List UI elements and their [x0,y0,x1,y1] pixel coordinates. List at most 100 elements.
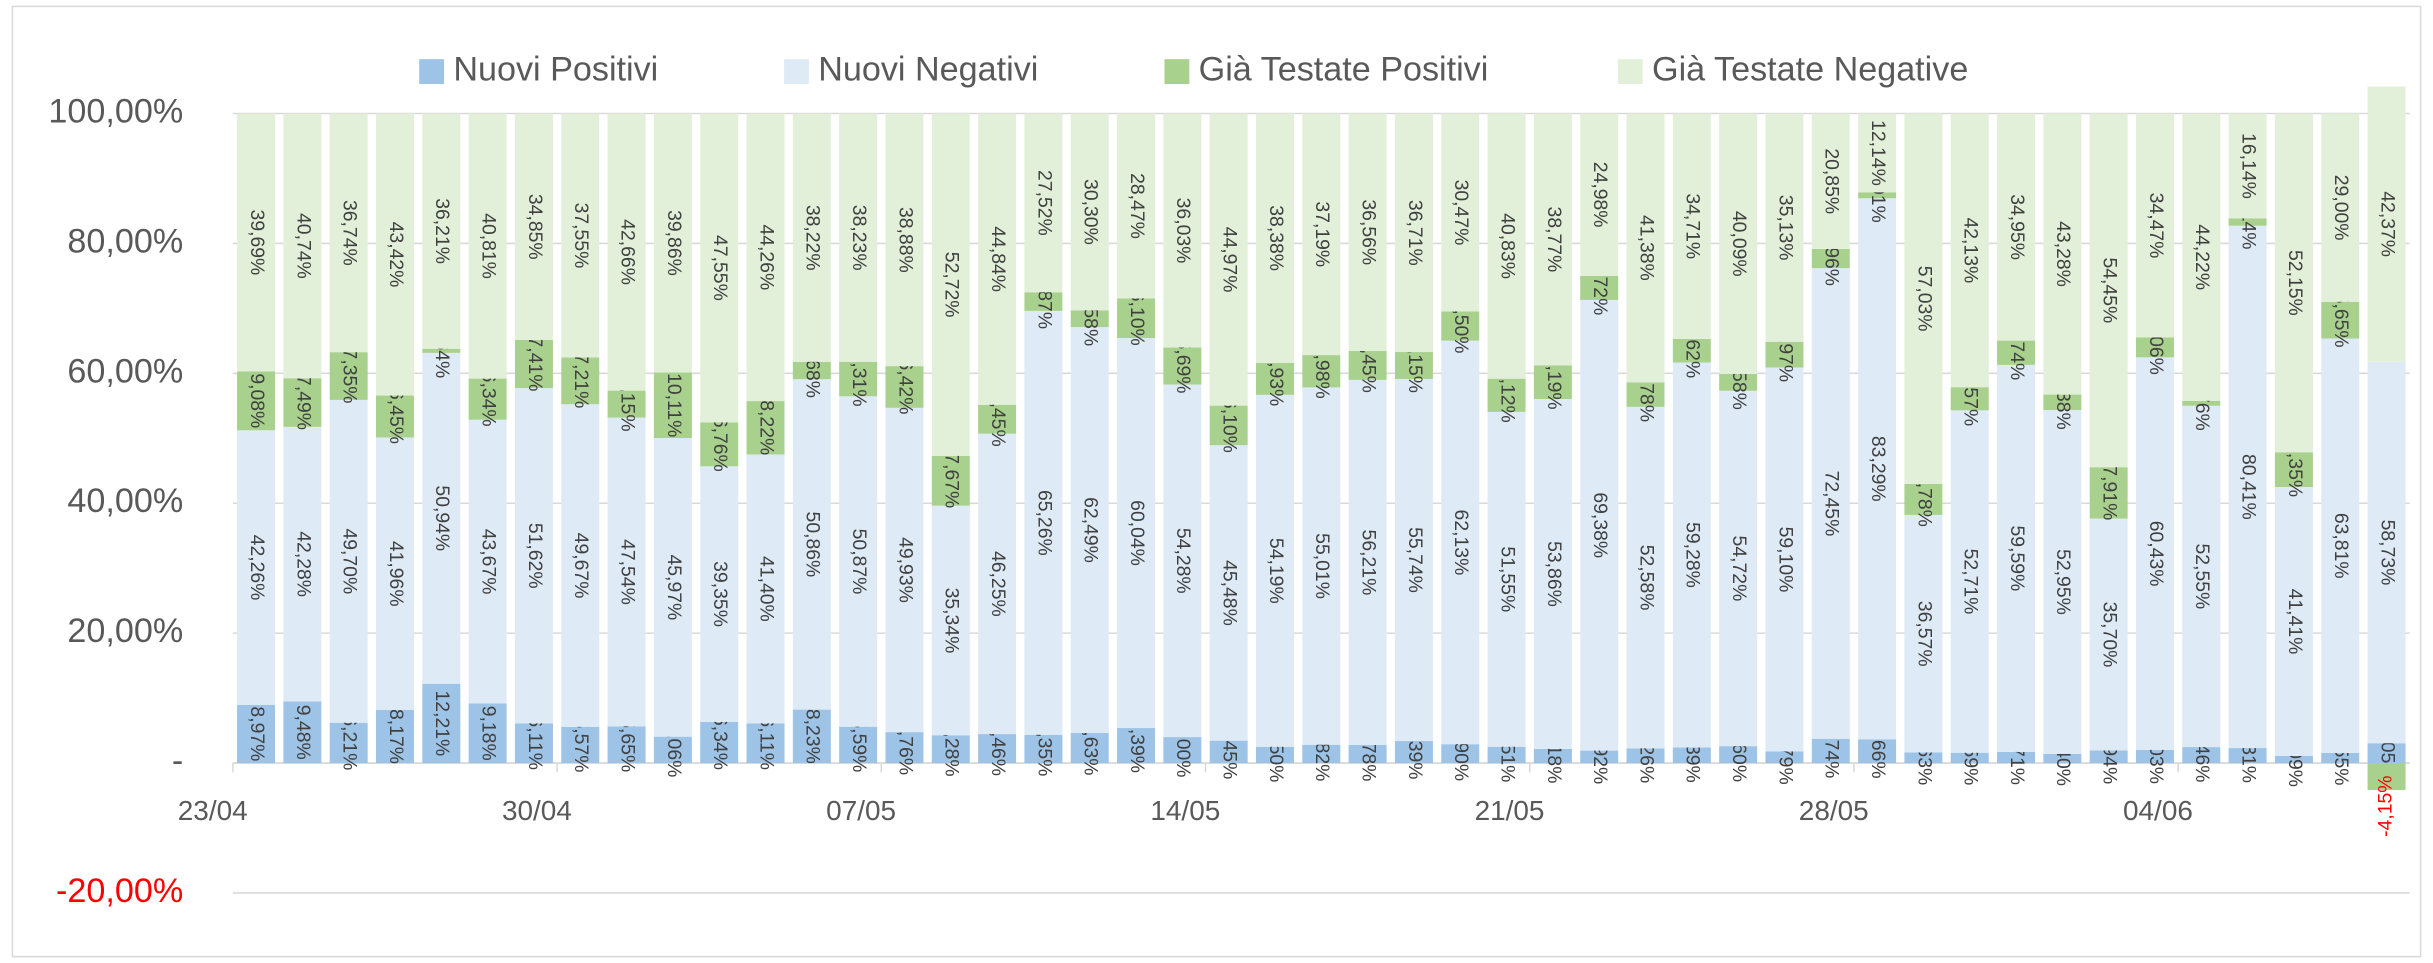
data-label: 43,42% [385,222,407,288]
data-label: 5,69% [1172,339,1194,394]
data-label: 56,21% [1357,530,1379,596]
bar-segment [1394,113,1433,353]
legend-swatch [784,59,809,85]
bar-segment [1394,352,1433,379]
bar-segment [1487,113,1526,379]
data-label: 5,31% [848,352,870,407]
data-label: 47,55% [709,235,731,301]
data-label: 8,23% [802,709,824,764]
x-tick-label: 04/06 [2123,795,2193,826]
bar-segment [329,722,368,764]
data-label: 5,65% [2330,293,2352,348]
data-label: 52,55% [2191,544,2213,610]
data-label: 4,35% [1033,721,1055,776]
data-label: 54,45% [2099,257,2121,323]
bar-segment [885,366,924,408]
data-label: 57,03% [1913,266,1935,332]
bar-segment [931,505,970,736]
data-label: 62,13% [1450,510,1472,576]
data-label: 12,14% [1867,120,1889,186]
bar-segment [931,735,970,764]
bar-segment [2228,113,2267,219]
bar-segment [1302,113,1341,356]
bar-segment [561,404,600,727]
data-label: 41,38% [1635,215,1657,281]
bar-segment [746,401,785,455]
data-label: 7,49% [292,375,314,430]
data-label: 53,86% [1543,541,1565,607]
legend-label: Già Testate Negative [1652,51,1968,89]
bar-segment [792,113,831,362]
bar-segment [2367,361,2406,744]
data-label: 72,45% [1821,471,1843,537]
data-label: 55,74% [1404,527,1426,593]
y-tick-label: 20,00% [67,612,183,650]
bar-segment [1487,411,1526,747]
bar-segment [1117,728,1156,764]
bar-segment [2274,452,2313,487]
bar-segment [1070,113,1109,311]
bar-segment [2274,755,2313,764]
data-label: 46,25% [987,551,1009,617]
data-label: 54,19% [1265,538,1287,604]
bar-segment [1209,740,1248,764]
bar-segment [283,113,322,379]
bar-segment [1765,341,1804,368]
bar-segment [2182,400,2221,406]
bar-segment [2228,218,2267,226]
bar-segment [422,352,461,684]
bar-segment [1626,748,1665,764]
data-label: 5,65% [616,717,638,772]
x-tick-label: 21/05 [1475,795,1545,826]
data-label: 44,22% [2191,224,2213,290]
bar-segment [1070,732,1109,764]
data-label: 34,47% [2145,193,2167,259]
bar-segment [1719,390,1758,747]
bar-segment [607,113,646,391]
data-label: 7,41% [524,337,546,392]
data-label: 47,54% [616,539,638,605]
bar-segment [931,455,970,506]
bar-segment [1302,744,1341,764]
data-label: 6,10% [1219,398,1241,453]
data-label: 12,21% [431,691,453,757]
data-label: 36,57% [1913,601,1935,667]
bar-segment [2089,750,2128,764]
bar-segment [1394,378,1433,742]
data-label: -4,15% [2375,775,2397,836]
bar-segment [1950,387,1989,411]
data-label: 6,76% [709,417,731,472]
data-label: 36,71% [1404,200,1426,266]
bar-segment [2089,467,2128,519]
legend-swatch [419,59,445,85]
data-label: 58,73% [2376,520,2398,586]
bar-segment [2182,747,2221,764]
bar-segment [607,726,646,764]
data-label: 41,96% [385,541,407,607]
bar-segment [2367,86,2406,362]
bar-segment [1487,746,1526,764]
bar-segment [2321,338,2360,753]
bar-segment [885,732,924,764]
bar-segment [931,113,970,456]
bar-segment [283,378,322,427]
bar-segment [1858,113,1897,193]
bar-segment [1811,738,1850,764]
bar-segment [1672,362,1711,748]
bar-segment [792,709,831,764]
bar-segment [839,396,878,727]
data-label: 4,76% [894,720,916,775]
data-label: 43,67% [478,529,500,595]
data-label: 5,12% [1496,368,1518,423]
data-label: 7,21% [570,353,592,408]
data-label: 40,09% [1728,211,1750,277]
bar-segment [514,339,553,389]
data-label: 44,84% [987,226,1009,292]
bar-segment [1858,198,1897,740]
bar-segment [1533,399,1572,749]
bar-segment [561,357,600,405]
bar-segment [1904,514,1943,753]
data-label: 9,18% [478,706,500,761]
bar-segment [376,437,414,710]
data-label: 45,97% [663,555,685,621]
